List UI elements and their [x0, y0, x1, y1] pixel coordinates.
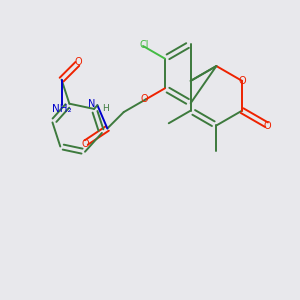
Text: Cl: Cl	[139, 40, 149, 50]
Text: H: H	[102, 104, 109, 113]
Text: N: N	[88, 99, 96, 109]
Text: O: O	[75, 57, 82, 68]
Text: O: O	[238, 76, 246, 86]
Text: O: O	[82, 139, 90, 149]
Text: O: O	[140, 94, 148, 104]
Text: O: O	[263, 121, 271, 131]
Text: NH₂: NH₂	[52, 104, 71, 114]
